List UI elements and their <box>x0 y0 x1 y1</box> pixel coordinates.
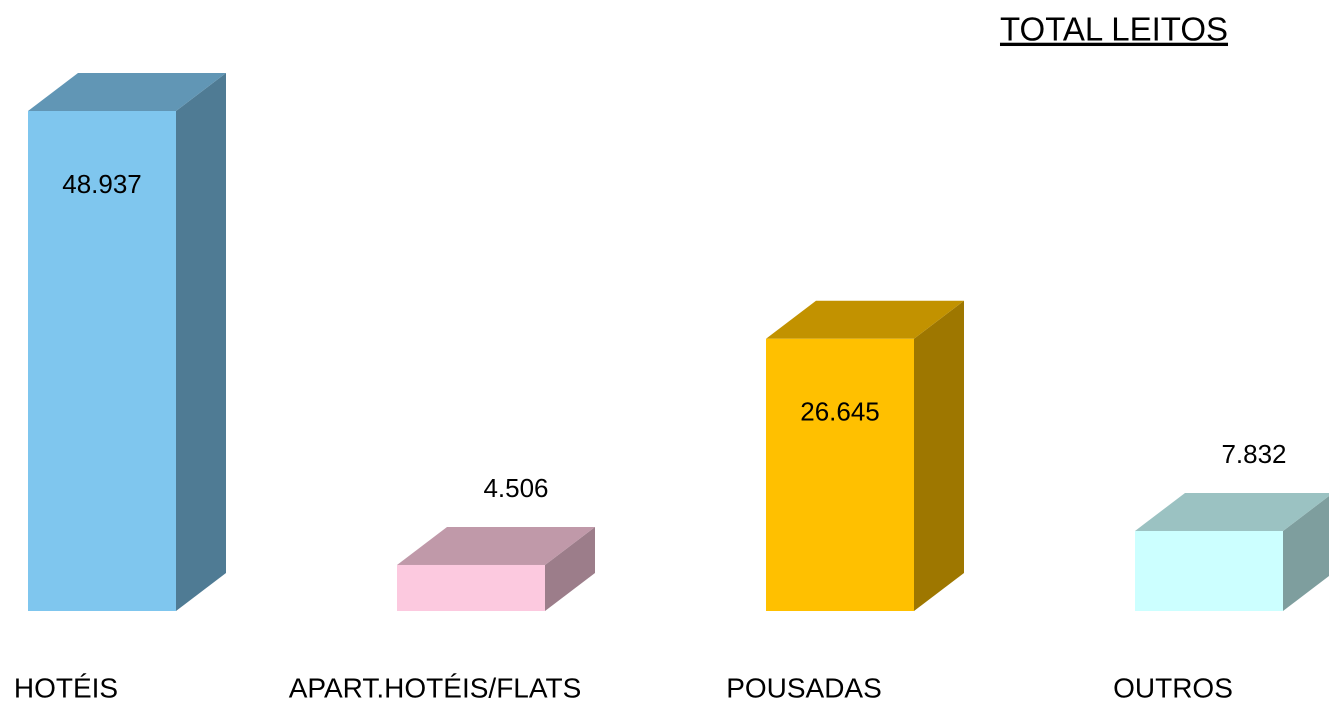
bar-side <box>1283 496 1329 611</box>
data-label: 4.506 <box>483 473 548 503</box>
x-tick-label: APART.HOTÉIS/FLATS <box>289 672 582 703</box>
bar <box>397 564 545 611</box>
bar-side <box>914 300 964 611</box>
x-tick-label: HOTÉIS <box>14 672 118 703</box>
bar <box>766 338 914 611</box>
data-label: 7.832 <box>1221 439 1286 469</box>
bar-top <box>1135 492 1329 531</box>
chart-title: TOTAL LEITOS <box>1000 11 1228 48</box>
bar <box>1135 530 1283 611</box>
bar-side <box>545 526 595 611</box>
bar-top <box>397 526 595 565</box>
bar-top <box>766 300 964 339</box>
x-tick-label: POUSADAS <box>726 672 882 703</box>
x-tick-label: OUTROS <box>1113 672 1233 703</box>
bar-side <box>176 73 226 611</box>
bar <box>28 111 176 611</box>
bar-top <box>28 73 226 111</box>
data-label: 48.937 <box>62 169 142 199</box>
data-label: 26.645 <box>800 397 880 427</box>
